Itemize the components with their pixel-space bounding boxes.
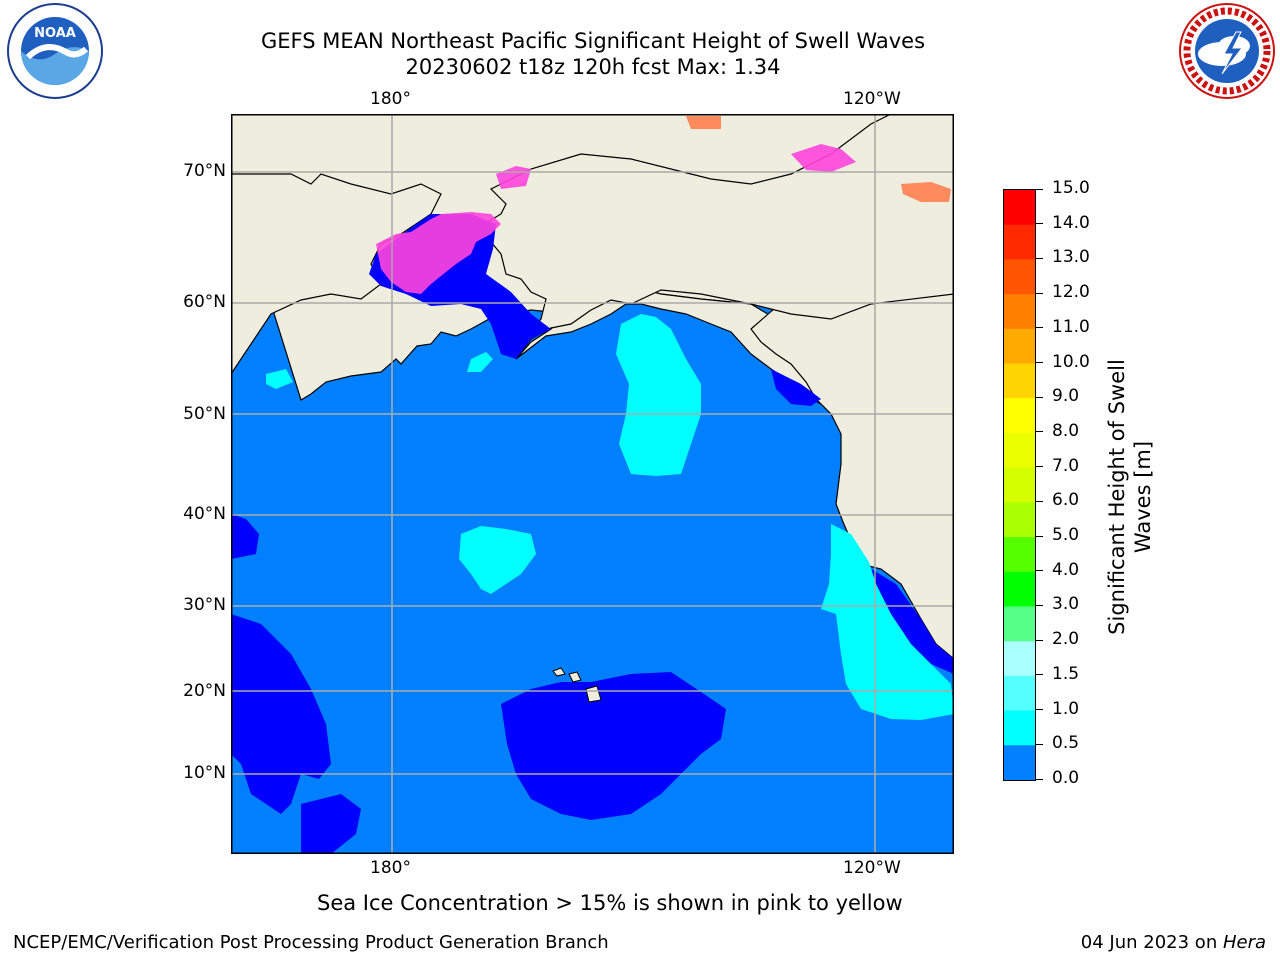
lon-label-bottom-180: 180° (370, 858, 411, 878)
colorbar-tick-mark (1036, 674, 1043, 676)
colorbar-tick-mark (1036, 396, 1043, 398)
colorbar-tick-mark (1036, 709, 1043, 711)
map-panel (231, 114, 954, 854)
colorbar-tick-mark (1036, 604, 1043, 606)
colorbar-segment (1004, 641, 1035, 677)
colorbar-segment (1004, 259, 1035, 295)
noaa-text: NOAA (34, 26, 76, 41)
colorbar-tick-label: 6.0 (1052, 490, 1080, 511)
footer-credit: NCEP/EMC/Verification Post Processing Pr… (13, 932, 609, 953)
colorbar-segment (1004, 224, 1035, 260)
calm-region-west (231, 514, 259, 559)
calm-region-southwest (231, 614, 331, 814)
lat-label-40n: 40°N (183, 504, 226, 524)
sea-ice-bering (376, 212, 501, 294)
colorbar-segment (1004, 710, 1035, 746)
colorbar-tick-label: 5.0 (1052, 525, 1080, 546)
calm-region-baja (871, 569, 954, 674)
nws-logo (1178, 2, 1276, 100)
colorbar-segment (1004, 190, 1035, 226)
colorbar-tick-label: 0.5 (1052, 733, 1080, 754)
sea-ice-hudson (901, 182, 951, 202)
colorbar-tick-mark (1036, 535, 1043, 537)
calm-region-central (501, 672, 726, 820)
colorbar-tick-mark (1036, 223, 1043, 225)
lon-label-bottom-120w: 120°W (843, 858, 901, 878)
colorbar-segment (1004, 606, 1035, 642)
colorbar-tick-mark (1036, 431, 1043, 433)
colorbar-tick-label: 9.0 (1052, 386, 1080, 407)
colorbar-segment (1004, 398, 1035, 434)
colorbar-tick-label: 14.0 (1052, 212, 1090, 233)
colorbar-tick-label: 8.0 (1052, 420, 1080, 441)
colorbar-tick-mark (1036, 500, 1043, 502)
footer-date-text: 04 Jun 2023 on (1080, 932, 1223, 953)
colorbar-tick-label: 1.0 (1052, 698, 1080, 719)
swell-region-midpacific (459, 526, 536, 594)
sea-ice-beaufort (791, 144, 856, 172)
colorbar-label-text: Significant Height of Swell Waves [m] (1105, 359, 1155, 635)
graticule (231, 114, 954, 854)
lat-label-30n: 30°N (183, 595, 226, 615)
colorbar-segment (1004, 745, 1035, 780)
lon-label-top-180: 180° (370, 89, 411, 109)
footer-host: Hera (1222, 932, 1266, 953)
colorbar-tick-mark (1036, 257, 1043, 259)
colorbar-tick-label: 1.5 (1052, 663, 1080, 684)
colorbar-tick-label: 11.0 (1052, 316, 1090, 337)
colorbar-segment (1004, 502, 1035, 538)
colorbar-segment (1004, 432, 1035, 469)
colorbar-segment (1004, 537, 1035, 573)
colorbar-tick-label: 7.0 (1052, 455, 1080, 476)
colorbar-segment (1004, 675, 1035, 712)
lat-label-70n: 70°N (183, 161, 226, 181)
chart-title: GEFS MEAN Northeast Pacific Significant … (260, 29, 926, 53)
colorbar-tick-label: 3.0 (1052, 594, 1080, 615)
sea-ice-note: Sea Ice Concentration > 15% is shown in … (317, 891, 903, 915)
chart-subtitle: 20230602 t18z 120h fcst Max: 1.34 (405, 55, 781, 79)
colorbar-tick-label: 13.0 (1052, 247, 1090, 268)
swell-region-western-spot (266, 369, 293, 389)
colorbar-tick-mark (1036, 327, 1043, 329)
colorbar-label: Significant Height of Swell Waves [m] (1104, 347, 1156, 647)
colorbar-tick-label: 15.0 (1052, 178, 1090, 198)
colorbar-tick-label: 0.0 (1052, 768, 1080, 788)
footer-date: 04 Jun 2023 on Hera (1081, 932, 1266, 953)
swell-region-gulf-alaska (616, 314, 701, 476)
colorbar-tick-mark (1036, 466, 1043, 468)
colorbar-tick-mark (1036, 188, 1043, 190)
colorbar-tick-mark (1036, 743, 1043, 745)
lat-label-60n: 60°N (183, 292, 226, 312)
lon-label-top-120w: 120°W (843, 89, 901, 109)
colorbar-tick-mark (1036, 778, 1043, 780)
calm-region-sw-corner (301, 794, 361, 854)
colorbar-tick-label: 10.0 (1052, 351, 1090, 372)
colorbar-tick-mark (1036, 362, 1043, 364)
sea-ice-arctic-top (686, 116, 721, 129)
land-alaska (480, 114, 954, 360)
colorbar-tick-label: 2.0 (1052, 629, 1080, 650)
colorbar-tick-label: 12.0 (1052, 282, 1090, 303)
colorbar-segment (1004, 328, 1035, 365)
colorbar-tick-mark (1036, 639, 1043, 641)
swell-region-bering-small (467, 352, 493, 372)
colorbar-segment (1004, 571, 1035, 607)
lat-label-20n: 20°N (183, 681, 226, 701)
calm-region-bc-coast (771, 369, 821, 406)
colorbar-segment (1004, 294, 1035, 330)
colorbar-segment (1004, 363, 1035, 399)
swell-region-california (821, 524, 954, 720)
colorbar (1003, 189, 1036, 781)
colorbar-tick-mark (1036, 292, 1043, 294)
colorbar-tick-mark (1036, 570, 1043, 572)
colorbar-segment (1004, 467, 1035, 503)
colorbar-tick-label: 4.0 (1052, 559, 1080, 580)
land-north-america (750, 293, 954, 660)
noaa-logo: NOAA (6, 2, 104, 100)
lat-label-10n: 10°N (183, 763, 226, 783)
lat-label-50n: 50°N (183, 404, 226, 424)
hawaii-islands (552, 667, 602, 703)
